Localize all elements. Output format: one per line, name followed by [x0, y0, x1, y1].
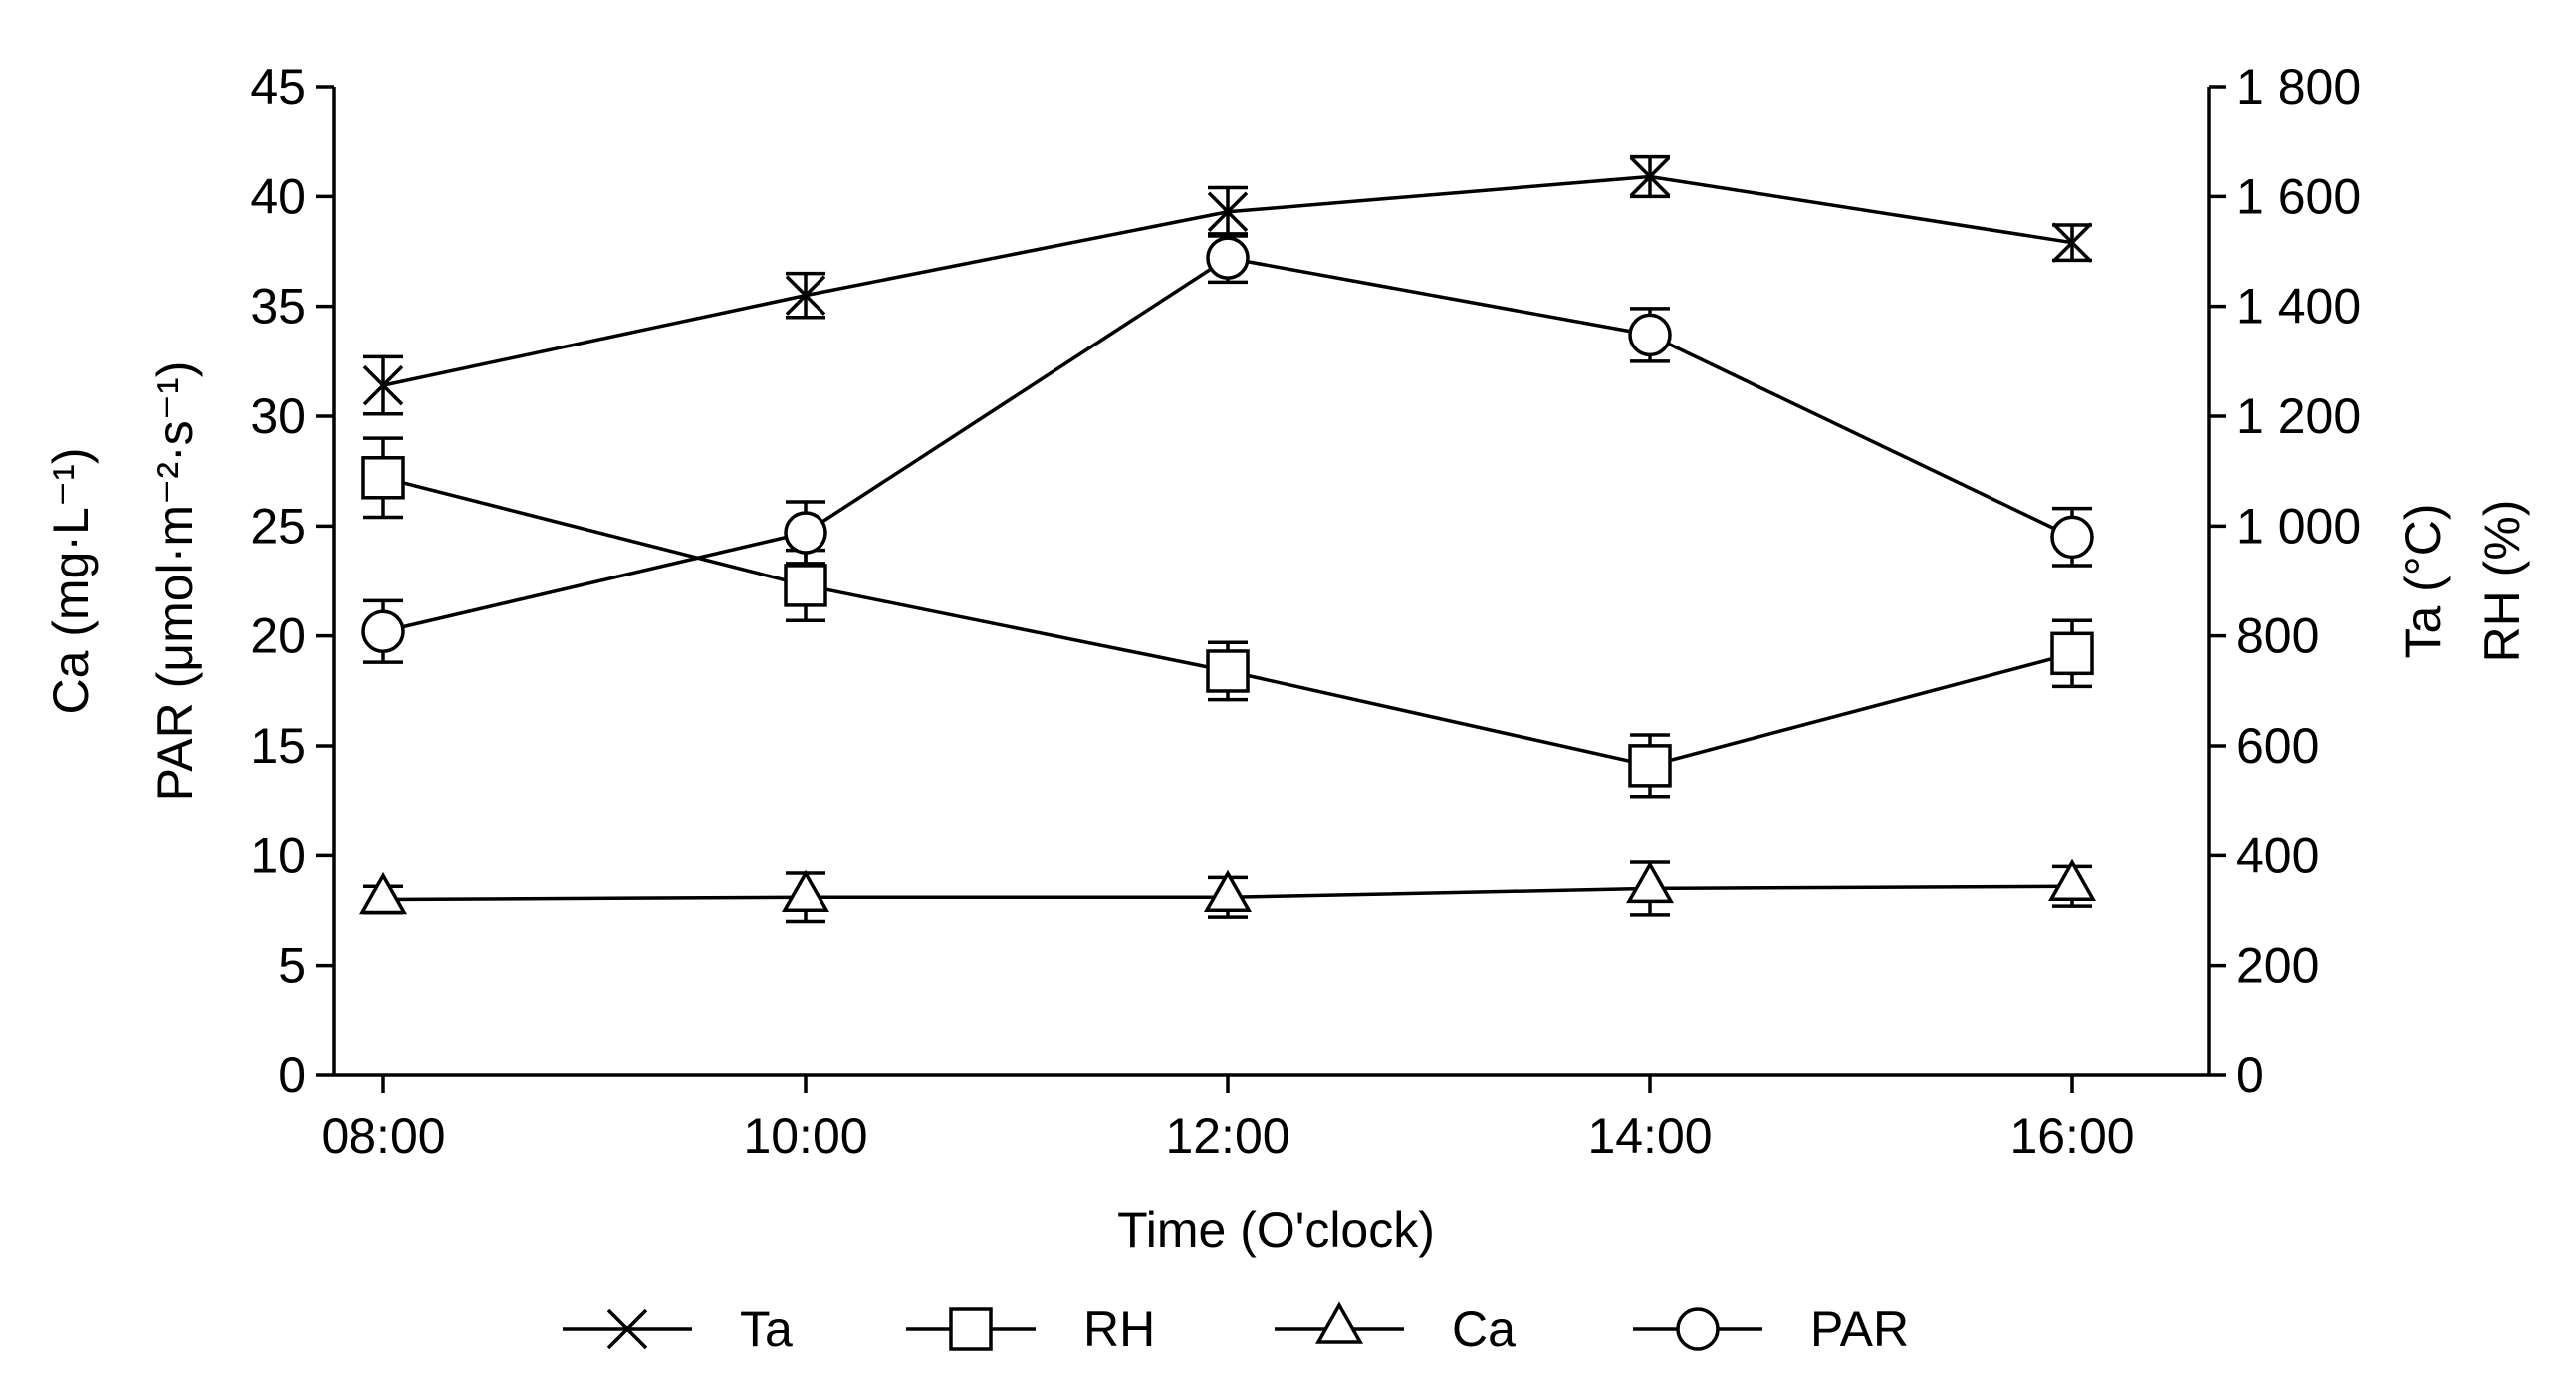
data-point-rh — [361, 456, 405, 500]
data-point-par — [1206, 236, 1250, 280]
x-tick-label: 12:00 — [1165, 1108, 1289, 1164]
marker-stroke — [785, 275, 826, 316]
legend-item-rh: RH — [906, 1301, 1155, 1357]
marker-stroke — [1207, 191, 1249, 233]
right-tick-label: 200 — [2236, 938, 2319, 994]
right-tick-label: 1 800 — [2236, 59, 2361, 115]
legend-label: Ca — [1452, 1301, 1516, 1357]
data-point-ta — [2051, 222, 2093, 263]
marker-stroke — [1629, 156, 1671, 197]
legend-marker — [1314, 1301, 1364, 1344]
left-tick-label: 15 — [250, 718, 306, 774]
data-point-ca — [2047, 858, 2097, 901]
data-point-ca — [1625, 860, 1675, 904]
data-point-ta — [785, 275, 826, 316]
data-point-rh — [784, 564, 827, 607]
data-point-ca — [358, 871, 408, 915]
right-tick-label: 1 600 — [2236, 168, 2361, 224]
legend-marker — [1676, 1307, 1720, 1351]
marker-stroke — [362, 364, 404, 406]
right-tick-label: 0 — [2236, 1047, 2264, 1103]
series-ca — [358, 858, 2097, 924]
left-tick-label: 30 — [250, 388, 306, 444]
data-point-ta — [1629, 156, 1671, 197]
legend-marker — [949, 1307, 993, 1351]
data-point-par — [1628, 313, 1672, 357]
x-tick-label: 10:00 — [743, 1108, 867, 1164]
legend-item-par: PAR — [1633, 1301, 1909, 1357]
legend-item-ta: Ta — [563, 1301, 793, 1357]
data-point-par — [361, 609, 405, 654]
left-tick-label: 5 — [278, 938, 306, 994]
left-tick-label: 10 — [250, 827, 306, 883]
left-tick-label: 25 — [250, 498, 306, 554]
data-point-rh — [1206, 649, 1250, 693]
marker-stroke — [2051, 222, 2093, 263]
x-axis-title: Time (O'clock) — [1117, 1202, 1435, 1258]
legend-marker — [606, 1308, 648, 1350]
data-point-ta — [362, 364, 404, 406]
series-par — [361, 232, 2094, 664]
x-tick-label: 16:00 — [2009, 1108, 2134, 1164]
left-axis-title-2: PAR (μmol·m⁻²·s⁻¹) — [147, 361, 203, 802]
series-line-par — [382, 256, 2073, 633]
data-point-par — [2050, 515, 2094, 560]
x-tick-label: 08:00 — [321, 1108, 445, 1164]
left-tick-label: 45 — [250, 59, 306, 115]
data-point-rh — [1628, 744, 1672, 788]
right-tick-label: 600 — [2236, 718, 2319, 774]
right-axis-title-1: Ta (°C) — [2395, 503, 2451, 658]
data-point-ca — [781, 869, 830, 913]
series-layer — [358, 154, 2097, 924]
axes: 0 5 10 15 20 25 30 35 40 45 0 200 400 600 800 1 000 1 20… — [43, 59, 2530, 1258]
data-point-par — [784, 511, 827, 555]
x-tick-label: 14:00 — [1587, 1108, 1712, 1164]
left-tick-label: 35 — [250, 279, 306, 335]
legend-label: Ta — [740, 1301, 793, 1357]
series-ta — [362, 154, 2093, 416]
legend-label: RH — [1083, 1301, 1155, 1357]
left-tick-label: 40 — [250, 168, 306, 224]
right-tick-label: 400 — [2236, 827, 2319, 883]
right-tick-label: 1 200 — [2236, 388, 2361, 444]
marker-stroke — [606, 1308, 648, 1350]
series-line-rh — [382, 476, 2073, 768]
legend: Ta RH Ca PAR — [563, 1301, 1909, 1357]
data-point-rh — [2050, 631, 2094, 676]
left-tick-label: 0 — [278, 1047, 306, 1103]
left-tick-label: 20 — [250, 608, 306, 664]
data-point-ca — [1203, 869, 1253, 913]
right-tick-label: 800 — [2236, 608, 2319, 664]
legend-label: PAR — [1810, 1301, 1909, 1357]
right-axis-title-2: RH (%) — [2474, 500, 2530, 663]
data-point-ta — [1207, 191, 1249, 233]
right-tick-label: 1 000 — [2236, 498, 2361, 554]
series-rh — [361, 436, 2094, 799]
legend-item-ca: Ca — [1275, 1301, 1516, 1357]
left-axis-title-1: Ca (mg·L⁻¹) — [43, 447, 99, 714]
right-tick-label: 1 400 — [2236, 279, 2361, 335]
